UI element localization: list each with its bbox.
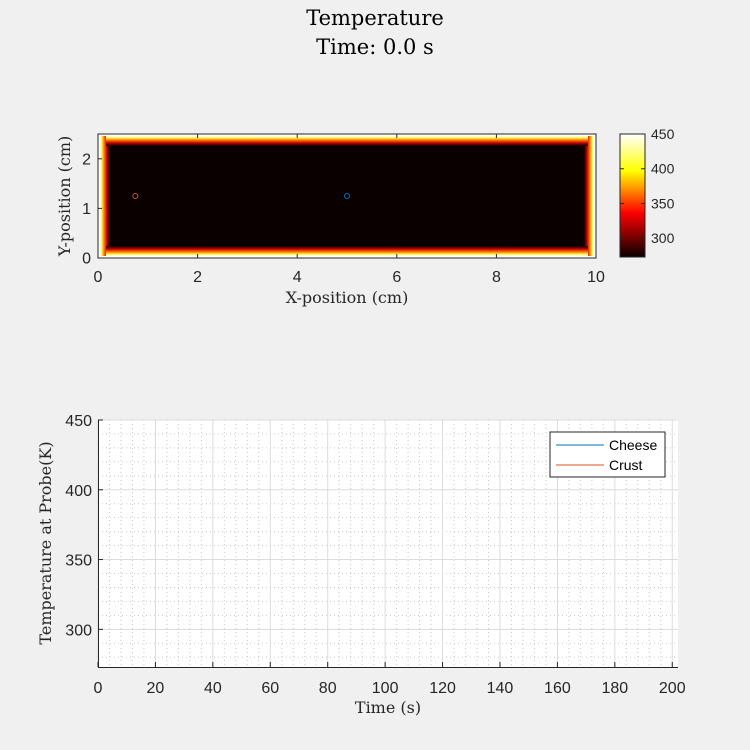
heatmap-x-tick-label: 6: [392, 269, 401, 286]
heatmap-x-ticks: 0 2 4 6 8 10: [94, 134, 605, 286]
line-plot-x-tick-label: 140: [487, 680, 514, 697]
heatmap-x-tick-label: 0: [94, 269, 103, 286]
colorbar-tick-label: 350: [651, 195, 675, 211]
heatmap-edge-bottom: [106, 246, 588, 256]
figure-title-line2: Time: 0.0 s: [316, 35, 434, 59]
line-plot-x-axis-label: Time (s): [355, 698, 421, 717]
line-plot-x-ticks: 0 20 40 60 80 100 120 140 160 180 200: [94, 662, 686, 697]
colorbar-tick-label: 300: [651, 230, 675, 246]
line-plot-x-tick-label: 120: [429, 680, 456, 697]
line-plot-x-tick-label: 80: [319, 680, 337, 697]
colorbar-tick-label: 450: [651, 126, 675, 142]
line-plot-y-tick-label: 350: [65, 553, 92, 570]
line-plot-x-tick-label: 40: [204, 680, 222, 697]
colorbar-gradient: [620, 134, 645, 257]
heatmap-field: [100, 136, 594, 256]
probe-marker: [132, 193, 139, 199]
legend-box: [549, 431, 666, 478]
heatmap-y-tick-label: 2: [82, 151, 91, 168]
heatmap-y-tick-label: 0: [82, 251, 91, 268]
heatmap-edge-top: [106, 136, 588, 146]
line-plot-x-tick-label: 200: [659, 680, 686, 697]
heatmap-y-ticks: 0 1 2: [82, 151, 102, 268]
line-plot-y-axis-label: Temperature at Probe(K): [36, 441, 55, 644]
colorbar: 300 350 400 450: [619, 126, 675, 258]
line-plot-y-ticks: 300 350 400 450: [65, 413, 103, 639]
heatmap-edge-left: [100, 136, 110, 256]
line-plot-x-tick-label: 160: [544, 680, 571, 697]
legend-label: Crust: [609, 457, 643, 473]
heatmap-axes-box: [97, 133, 597, 259]
line-plot-y-tick-label: 400: [65, 483, 92, 500]
legend-items: Cheese Crust: [556, 437, 657, 473]
figure-title-line1: Temperature: [306, 6, 444, 30]
heatmap-x-axis-label: X-position (cm): [286, 288, 409, 307]
probe-marker: [344, 193, 350, 199]
line-plot-x-tick-label: 180: [601, 680, 628, 697]
heatmap-interior: [100, 136, 594, 256]
heatmap-x-tick-label: 4: [293, 269, 302, 286]
heatmap-x-tick-label: 2: [193, 269, 202, 286]
colorbar-ticks: 300 350 400 450: [620, 126, 675, 246]
colorbar-tick-label: 400: [651, 161, 675, 177]
line-plot-x-tick-label: 0: [94, 680, 103, 697]
legend-label: Cheese: [609, 437, 657, 453]
line-plot-x-tick-label: 20: [147, 680, 165, 697]
heatmap-edge-right: [584, 136, 594, 256]
legend: Cheese Crust: [549, 431, 666, 478]
heatmap-probes: [132, 193, 350, 199]
line-plot-y-tick-label: 300: [65, 622, 92, 639]
heatmap-y-axis-label: Y-position (cm): [55, 136, 74, 258]
heatmap-axes: 0 2 4 6 8 10 0 1 2 X-position (cm) Y-position (…: [55, 133, 605, 307]
line-plot-x-tick-label: 60: [261, 680, 279, 697]
line-plot-minor-grid: [98, 420, 678, 667]
heatmap-x-tick-label: 10: [587, 269, 605, 286]
line-plot-y-tick-label: 450: [65, 413, 92, 430]
line-plot-axes: 0 20 40 60 80 100 120 140 160 180 200 300 350 400 450…: [36, 413, 686, 717]
heatmap-x-tick-label: 8: [492, 269, 501, 286]
line-plot-x-tick-label: 100: [372, 680, 399, 697]
heatmap-y-tick-label: 1: [82, 201, 91, 218]
colorbar-box: [619, 133, 646, 258]
